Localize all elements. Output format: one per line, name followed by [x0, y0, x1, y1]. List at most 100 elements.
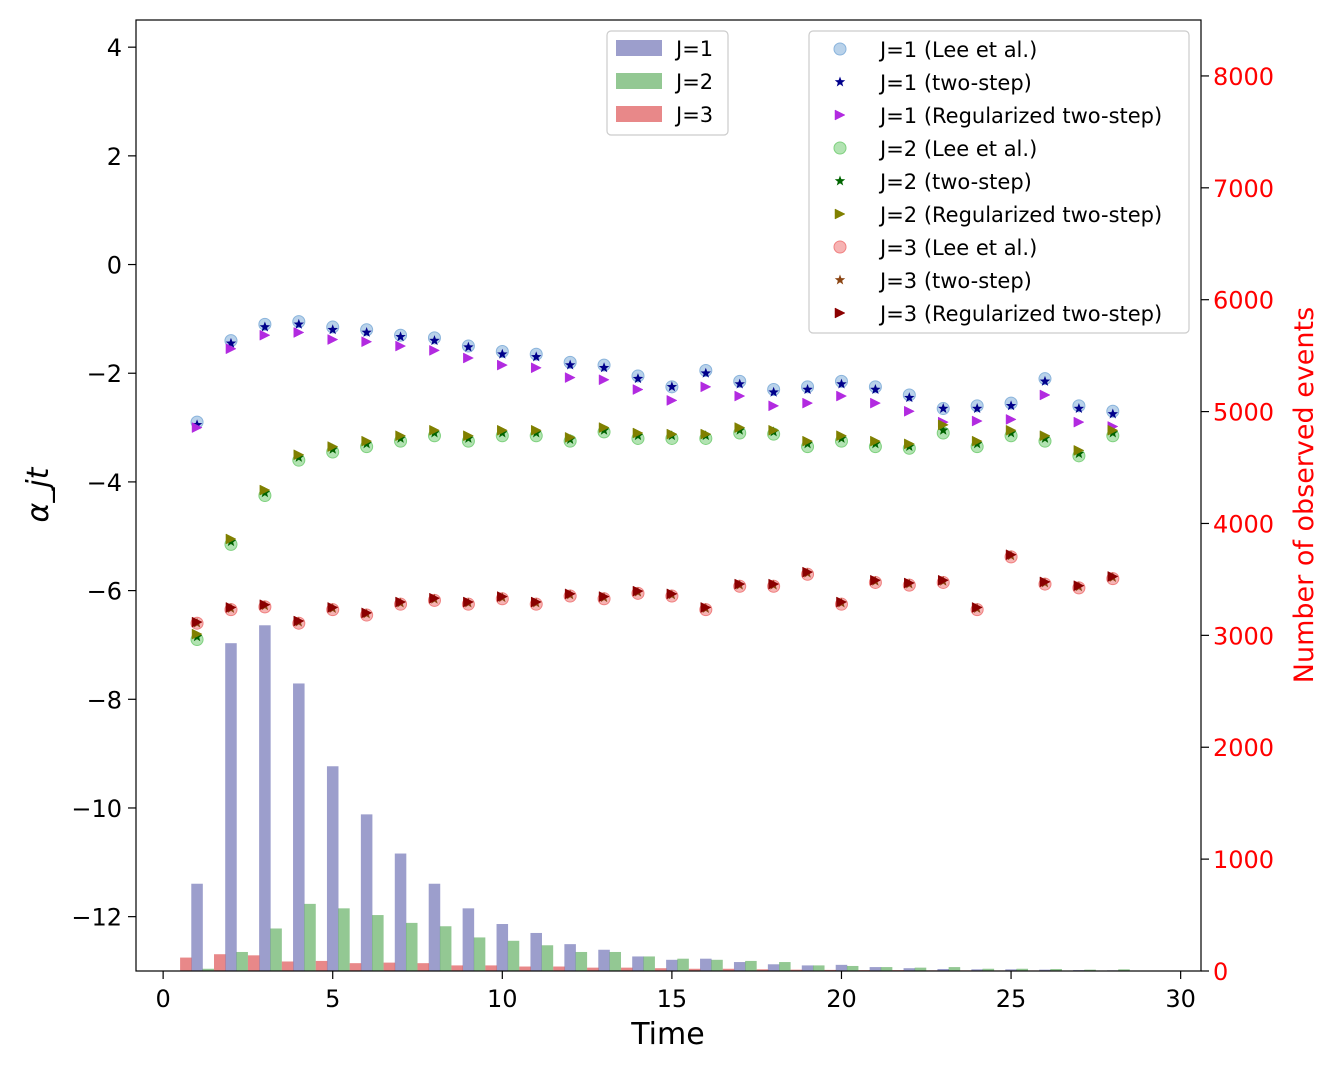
bar-j-2-t14	[643, 956, 655, 971]
y-right-tick-label: 3000	[1213, 622, 1274, 650]
point-j-1-regularized-two-step-t1	[191, 422, 203, 433]
point-j-1-regularized-two-step-t16	[700, 381, 712, 393]
point-j-1-two-step-t12	[564, 359, 576, 370]
legend-marker-j-1-regularized-two-step	[834, 109, 846, 121]
legend-label-j-2-two-step: J=2 (two-step)	[878, 170, 1032, 194]
point-j-3-regularized-two-step-t3	[259, 599, 271, 611]
point-j-3-regularized-two-step-t2	[225, 602, 237, 613]
point-j-1-regularized-two-step-t5	[327, 334, 339, 345]
bar-j-2-t9	[473, 937, 486, 971]
bar-j-2-t15	[677, 958, 689, 971]
point-j-3-regularized-two-step-t18	[768, 578, 780, 590]
y-left-tick-label: −10	[71, 795, 122, 823]
point-j-2-regularized-two-step-t19	[802, 435, 814, 447]
point-j-2-regularized-two-step-t11	[530, 424, 542, 436]
legend-label-j-3-lee-et-al: J=3 (Lee et al.)	[878, 236, 1037, 260]
point-j-1-two-step-t26	[1039, 375, 1051, 386]
y-left-tick-label: −2	[87, 360, 122, 388]
bar-j-2-t10	[507, 940, 520, 971]
bar-j-2-t2	[236, 951, 248, 971]
point-j-1-regularized-two-step-t15	[666, 394, 678, 406]
point-j-1-regularized-two-step-t21	[870, 397, 881, 409]
point-j-1-regularized-two-step-t10	[497, 359, 508, 371]
bar-j-3-t1	[180, 957, 192, 971]
point-j-3-regularized-two-step-t8	[429, 592, 441, 604]
bar-j-2-t11	[541, 945, 554, 971]
point-j-3-regularized-two-step-t24	[971, 602, 983, 613]
bar-j-1-t9	[462, 908, 475, 971]
point-j-2-regularized-two-step-t22	[904, 438, 915, 450]
point-j-1-regularized-two-step-t17	[734, 390, 746, 402]
bar-j-1-t5	[326, 766, 339, 971]
point-j-1-regularized-two-step-t3	[259, 329, 271, 341]
point-j-1-two-step-t27	[1073, 403, 1085, 413]
point-j-1-regularized-two-step-t12	[564, 372, 576, 383]
plot-frame	[135, 19, 1202, 972]
point-j-2-regularized-two-step-t15	[666, 428, 678, 440]
point-j-1-two-step-t25	[1005, 400, 1017, 411]
y-right-tick-label: 7000	[1213, 175, 1274, 203]
y-right-tick-label: 2000	[1213, 734, 1274, 762]
legend-label-j-1-lee-et-al: J=1 (Lee et al.)	[878, 38, 1037, 62]
bar-j-3-t7	[383, 962, 396, 971]
point-j-1-two-step-t6	[361, 326, 372, 337]
bar-j-1-t16	[700, 958, 712, 971]
bar-j-3-t18	[756, 969, 769, 971]
point-j-1-two-step-t14	[632, 373, 644, 384]
y-right-tick-label: 4000	[1213, 510, 1274, 538]
point-j-2-regularized-two-step-t6	[361, 435, 373, 447]
bar-j-1-t18	[767, 964, 780, 971]
bar-j-2-t20	[846, 965, 859, 971]
bar-j-3-t3	[247, 955, 260, 971]
bar-j-2-t25	[1016, 968, 1029, 971]
bar-j-3-t19	[790, 969, 803, 971]
bar-layer	[180, 625, 1130, 971]
point-j-3-regularized-two-step-t25	[1005, 549, 1017, 561]
x-tick-label: 10	[487, 985, 518, 1013]
point-j-1-two-step-t9	[463, 341, 474, 352]
point-j-1-two-step-t28	[1107, 408, 1119, 419]
point-j-2-two-step-t23	[938, 424, 949, 435]
point-j-1-two-step-t13	[598, 362, 610, 373]
point-j-2-regularized-two-step-t7	[395, 430, 407, 442]
point-j-3-regularized-two-step-t17	[734, 578, 746, 590]
point-j-1-regularized-two-step-t11	[530, 362, 542, 374]
bar-j-2-t17	[745, 960, 757, 971]
legend-marker-j-1-lee-et-al	[833, 42, 847, 56]
bar-j-1-t13	[598, 949, 610, 971]
legend-label-j-3-two-step: J=3 (two-step)	[878, 269, 1032, 293]
bar-j-2-t26	[1050, 968, 1062, 971]
point-j-1-regularized-two-step-t19	[802, 397, 814, 409]
point-j-2-regularized-two-step-t4	[293, 449, 305, 461]
point-j-3-regularized-two-step-t20	[836, 596, 848, 608]
y-axis-right-label: Number of observed events	[1289, 307, 1320, 683]
y-left-tick-label: 0	[107, 252, 122, 280]
bar-j-3-t14	[621, 967, 633, 971]
point-j-1-two-step-t11	[530, 351, 542, 362]
bar-j-1-t22	[903, 968, 916, 971]
bar-j-1-t25	[1005, 969, 1017, 971]
bar-j-2-t12	[575, 951, 588, 971]
bar-j-1-t4	[293, 683, 305, 971]
point-j-1-two-step-t4	[293, 318, 305, 329]
bar-j-1-t10	[496, 924, 509, 971]
legend-label-j-2-lee-et-al: J=2 (Lee et al.)	[878, 137, 1037, 161]
point-j-2-regularized-two-step-t16	[700, 428, 712, 440]
legend-marker-j-2-lee-et-al	[833, 141, 847, 155]
bar-j-2-t28	[1118, 969, 1130, 971]
point-j-2-regularized-two-step-t1	[191, 628, 203, 640]
legend-label-j-1-two-step: J=1 (two-step)	[878, 71, 1032, 95]
point-j-1-two-step-t18	[768, 386, 779, 397]
point-j-1-regularized-two-step-t25	[1005, 414, 1017, 425]
point-j-2-regularized-two-step-t14	[632, 427, 644, 439]
bar-j-1-t14	[632, 956, 644, 971]
bar-j-1-t20	[835, 964, 848, 971]
bar-j-1-t8	[428, 883, 441, 971]
point-j-3-regularized-two-step-t16	[700, 602, 712, 613]
point-j-3-regularized-two-step-t4	[293, 615, 305, 627]
bar-j-1-t6	[360, 814, 373, 971]
point-j-1-two-step-t3	[259, 321, 271, 332]
point-j-3-regularized-two-step-t21	[870, 574, 881, 586]
point-j-2-regularized-two-step-t25	[1005, 424, 1017, 436]
